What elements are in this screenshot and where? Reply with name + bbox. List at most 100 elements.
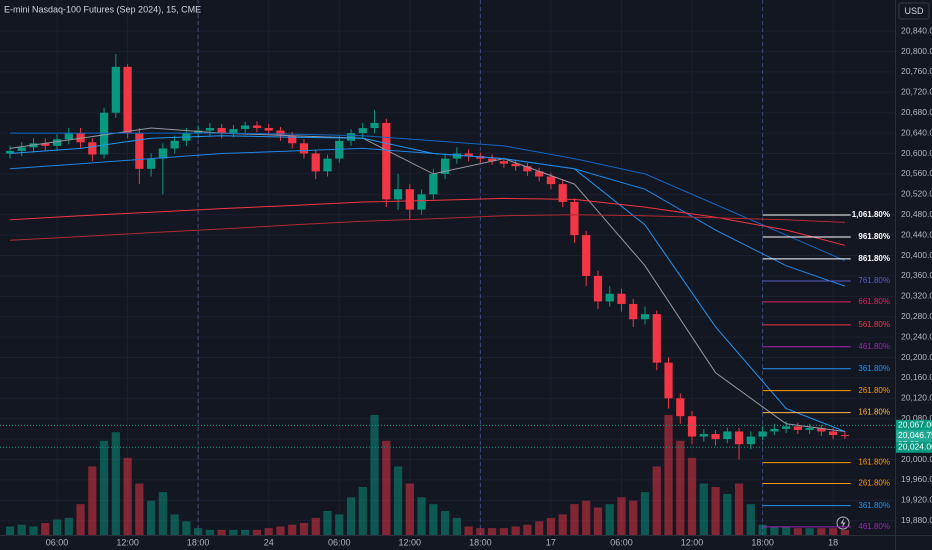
volume-bar xyxy=(676,440,685,535)
candle-body xyxy=(299,143,309,154)
y-tick-label: 20,120.00 xyxy=(901,393,932,403)
y-tick-label: 20,400.00 xyxy=(901,250,932,260)
volume-bar xyxy=(299,523,309,535)
fib-label: 361.80% xyxy=(858,501,890,510)
candle-body xyxy=(288,135,297,144)
y-tick-label: 20,720.00 xyxy=(901,87,932,97)
volume-bar xyxy=(817,528,826,535)
candle-body xyxy=(711,434,720,440)
volume-bar xyxy=(840,529,850,535)
candle-body xyxy=(358,128,367,134)
volume-bar xyxy=(605,504,614,535)
candle-body xyxy=(123,66,132,134)
fib-label: 861.80% xyxy=(858,254,890,263)
candle-body xyxy=(146,158,156,169)
candle-body xyxy=(805,427,814,430)
candle-body xyxy=(170,140,179,149)
y-tick-label: 20,360.00 xyxy=(901,270,932,280)
y-tick-label: 20,000.00 xyxy=(901,454,932,464)
volume-bar xyxy=(429,504,438,535)
candle-body xyxy=(829,431,838,436)
volume-bar xyxy=(135,483,144,535)
candle-body xyxy=(346,133,356,141)
volume-bar xyxy=(252,529,262,535)
x-tick-label: 17 xyxy=(546,537,556,547)
alert-icon[interactable] xyxy=(836,516,850,530)
y-tick-label: 20,560.00 xyxy=(901,168,932,178)
candle-body xyxy=(746,436,755,445)
candle-body xyxy=(370,122,379,129)
volume-bar xyxy=(182,521,191,535)
fib-label: 761.80% xyxy=(858,276,890,285)
volume-bar xyxy=(346,497,356,535)
x-tick-label: 06:00 xyxy=(328,537,351,547)
plot xyxy=(5,54,850,535)
volume-bar xyxy=(99,440,109,535)
x-tick-label: 06:00 xyxy=(610,537,633,547)
x-tick-label: 12:00 xyxy=(116,537,139,547)
y-tick-label: 20,160.00 xyxy=(901,372,932,382)
candle-body xyxy=(405,189,414,210)
candle-body xyxy=(687,416,697,437)
candle-body xyxy=(546,176,556,185)
candle-body xyxy=(440,158,450,174)
candle-body xyxy=(417,194,426,210)
candle-body xyxy=(99,112,109,155)
candle-body xyxy=(205,128,215,131)
y-tick-label: 20,240.00 xyxy=(901,331,932,341)
volume-bar xyxy=(570,504,579,535)
y-tick-label: 20,480.00 xyxy=(901,209,932,219)
volume-bar xyxy=(241,529,250,535)
volume-bar xyxy=(582,500,591,535)
x-tick-label: 24 xyxy=(264,537,274,547)
candle-body xyxy=(382,122,391,200)
y-tick-label: 20,320.00 xyxy=(901,291,932,301)
candle-body xyxy=(652,314,661,363)
x-tick-label: 18:00 xyxy=(469,537,492,547)
volume-bar xyxy=(746,504,755,535)
candle-body xyxy=(111,66,120,113)
price-tag-label: 20,046.75 xyxy=(898,430,932,440)
volume-bar xyxy=(652,466,661,535)
candle-body xyxy=(264,128,273,131)
candle-body xyxy=(88,142,97,155)
volume-bar xyxy=(829,528,838,535)
currency: USD xyxy=(904,6,924,16)
fib-label: 261.80% xyxy=(858,386,890,395)
volume-bar xyxy=(499,528,509,535)
chart-title: E-mini Nasdaq-100 Futures (Sep 2024), 15… xyxy=(4,4,201,14)
candle-body xyxy=(499,161,509,164)
x-tick-label: 06:00 xyxy=(46,537,69,547)
volume-bar xyxy=(158,492,167,535)
y-tick-label: 20,760.00 xyxy=(901,66,932,76)
x-tick-label: 18 xyxy=(828,537,838,547)
volume-bar xyxy=(629,500,638,535)
volume-bar xyxy=(217,529,226,535)
candle-body xyxy=(276,130,285,136)
fib-label: 161.80% xyxy=(858,458,890,467)
volume-bar xyxy=(405,483,414,535)
volume-bar xyxy=(52,519,62,535)
y-tick-label: 20,080.00 xyxy=(901,413,932,423)
candle-body xyxy=(781,426,791,429)
volume-bar xyxy=(194,528,203,535)
volume-bar xyxy=(288,524,297,535)
volume-bar xyxy=(111,432,120,535)
candle-body xyxy=(793,426,802,430)
y-tick-label: 20,200.00 xyxy=(901,352,932,362)
candle-body xyxy=(758,431,767,437)
volume-bar xyxy=(546,517,556,535)
volume-bar xyxy=(805,528,814,535)
volume-bar xyxy=(205,529,215,535)
x-tick-label: 18:00 xyxy=(751,537,774,547)
moving-average xyxy=(10,132,846,262)
y-tick-label: 20,440.00 xyxy=(901,229,932,239)
moving-average xyxy=(9,147,846,287)
volume-bar xyxy=(640,492,650,535)
volume-bar xyxy=(523,524,532,535)
y-tick-label: 20,280.00 xyxy=(901,311,932,321)
y-tick-label: 19,960.00 xyxy=(901,474,932,484)
price-tag xyxy=(896,441,932,453)
